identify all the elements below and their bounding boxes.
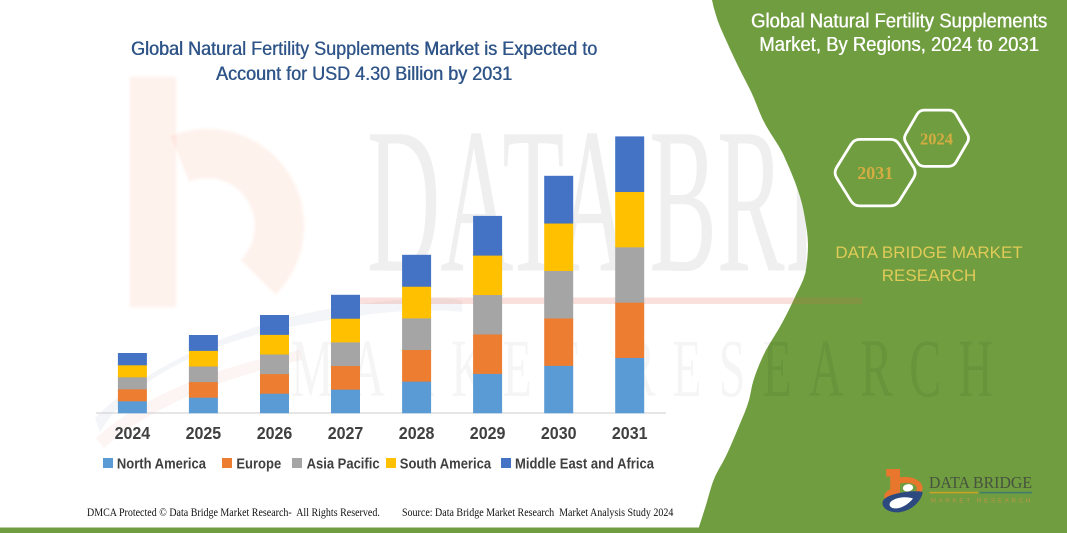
svg-text:DATA BRIDGE: DATA BRIDGE (929, 473, 1032, 492)
svg-text:MARKET RESEARCH: MARKET RESEARCH (931, 498, 1031, 505)
svg-text:DATA BRIDGE: DATA BRIDGE (367, 86, 1027, 316)
svg-text:2024: 2024 (920, 130, 953, 149)
svg-text:2031: 2031 (857, 163, 893, 183)
